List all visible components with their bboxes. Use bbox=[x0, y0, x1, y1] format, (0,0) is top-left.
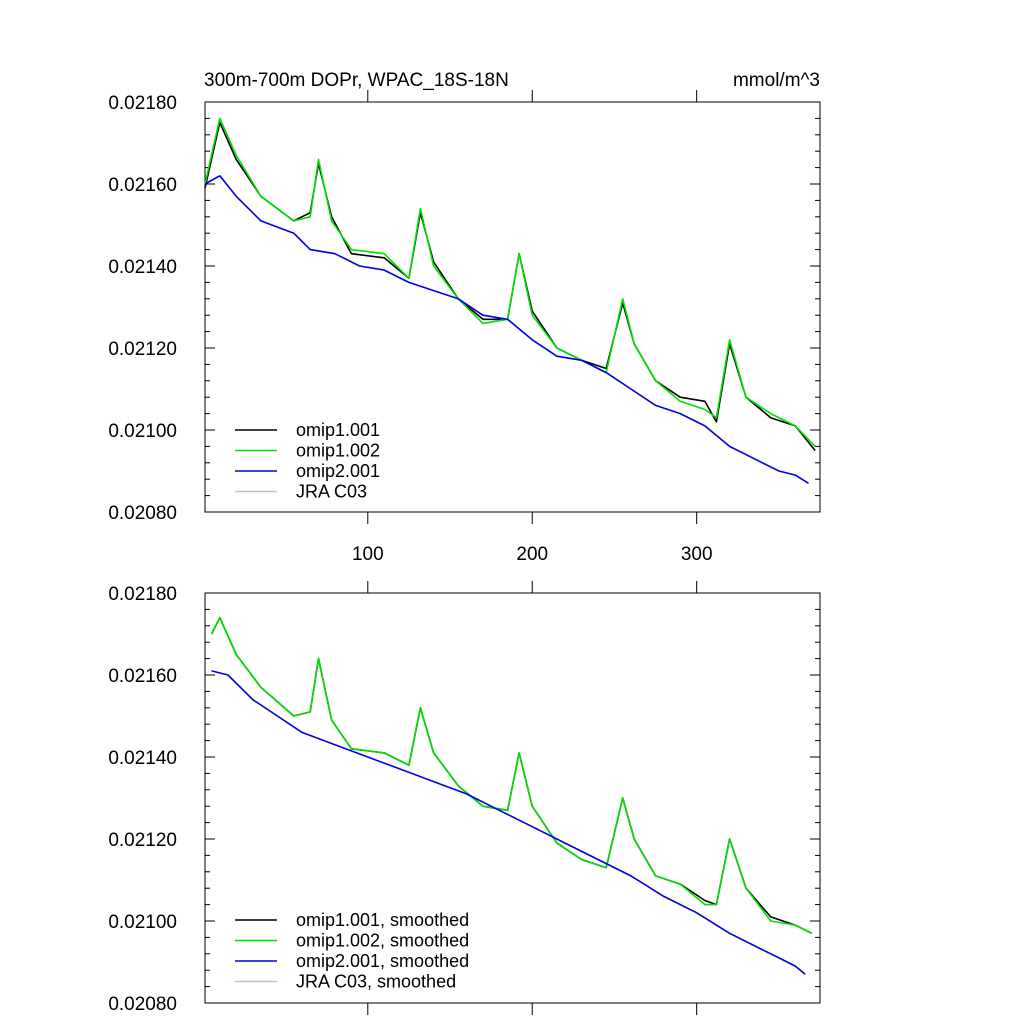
series-line bbox=[204, 117, 816, 447]
y-tick-label: 0.02120 bbox=[108, 339, 177, 360]
legend-label: omip1.001, smoothed bbox=[296, 910, 469, 930]
y-tick-label: 0.02160 bbox=[108, 666, 177, 687]
y-tick-label: 0.02180 bbox=[108, 93, 177, 114]
top-panel: 300m-700m DOPr, WPAC_18S-18N mmol/m^3 0.… bbox=[108, 70, 821, 565]
series-lines bbox=[204, 117, 816, 484]
bottom-panel: 0.02080 0.02100 0.02120 0.02140 0.02160 0.021… bbox=[108, 581, 821, 1015]
x-tick-label: 200 bbox=[516, 544, 548, 565]
y-axis: 0.02080 0.02100 0.02120 0.02140 0.02160 0.021… bbox=[108, 584, 820, 1015]
legend-label: omip1.001 bbox=[296, 420, 380, 440]
chart-title: 300m-700m DOPr, WPAC_18S-18N bbox=[204, 70, 509, 91]
legend-label: JRA C03 bbox=[296, 482, 367, 502]
plot-frame bbox=[204, 592, 821, 1004]
y-tick-label: 0.02080 bbox=[108, 503, 177, 524]
legend-label: JRA C03, smoothed bbox=[296, 972, 456, 992]
legend-label: omip2.001, smoothed bbox=[296, 951, 469, 971]
units-label: mmol/m^3 bbox=[733, 70, 820, 91]
y-tick-label: 0.02100 bbox=[108, 912, 177, 933]
series-lines bbox=[210, 616, 813, 975]
x-axis: 100 200 300 bbox=[352, 90, 713, 565]
series-line bbox=[204, 121, 816, 452]
series-line bbox=[210, 616, 813, 935]
y-tick-label: 0.02140 bbox=[108, 748, 177, 769]
series-line bbox=[204, 175, 809, 484]
x-tick-label: 300 bbox=[681, 544, 713, 565]
series-line bbox=[211, 670, 806, 975]
legend-label: omip1.002, smoothed bbox=[296, 931, 469, 951]
legend-label: omip2.001 bbox=[296, 461, 380, 481]
y-axis: 0.02080 0.02100 0.02120 0.02140 0.02160 0.021… bbox=[108, 93, 820, 524]
x-tick-label: 100 bbox=[352, 544, 384, 565]
y-tick-label: 0.02120 bbox=[108, 830, 177, 851]
y-tick-label: 0.02160 bbox=[108, 175, 177, 196]
legend-label: omip1.002 bbox=[296, 441, 380, 461]
y-tick-label: 0.02140 bbox=[108, 257, 177, 278]
plot-frame bbox=[204, 101, 821, 513]
y-tick-label: 0.02100 bbox=[108, 421, 177, 442]
y-tick-label: 0.02080 bbox=[108, 994, 177, 1015]
x-axis bbox=[367, 581, 698, 1015]
y-tick-label: 0.02180 bbox=[108, 584, 177, 605]
series-line bbox=[210, 616, 813, 935]
